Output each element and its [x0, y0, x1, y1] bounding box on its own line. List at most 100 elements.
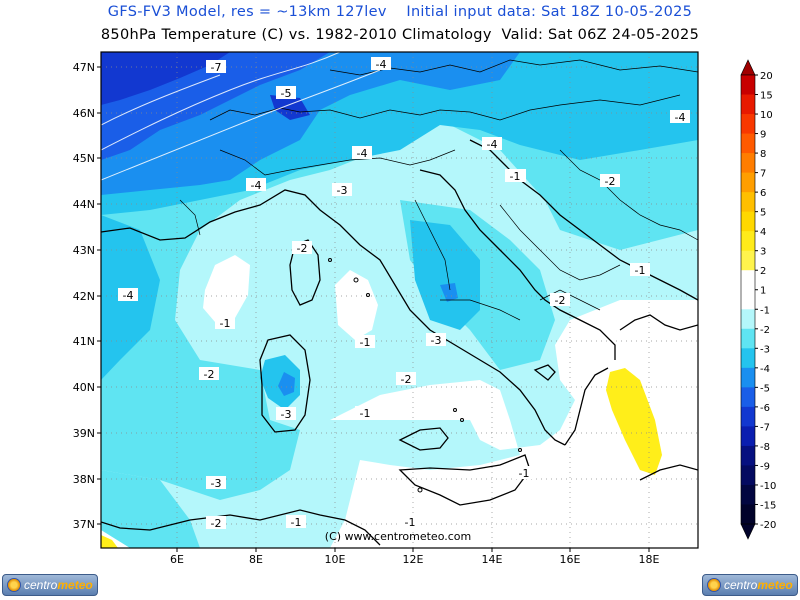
- colorbar-swatch: [741, 250, 755, 271]
- contour-label-bg: [371, 57, 391, 70]
- lon-axis: 6E 8E 10E 12E 14E 16E 18E: [170, 553, 659, 566]
- colorbar-swatch: [741, 504, 755, 525]
- contour-label-bg: [352, 146, 372, 159]
- globe-icon: [707, 578, 721, 592]
- colorbar-swatch: [741, 172, 755, 193]
- contour-label-text: -7: [211, 61, 222, 74]
- colorbar-swatch: [741, 328, 755, 349]
- colorbar-label: -3: [760, 344, 770, 355]
- contour-label: -3: [276, 407, 296, 421]
- globe-icon: [7, 578, 21, 592]
- contour-label-bg: [600, 174, 620, 187]
- colorbar-swatch: [741, 211, 755, 232]
- colorbar-swatch: [741, 309, 755, 330]
- lon-label: 16E: [560, 553, 581, 566]
- map-field: [101, 52, 698, 548]
- contour-label: -1: [355, 335, 375, 349]
- colorbar-swatch: [741, 114, 755, 135]
- lat-label: 40N: [73, 381, 95, 394]
- colorbar-label: -7: [760, 422, 770, 433]
- contour-label-text: -4: [251, 179, 262, 192]
- colorbar-label: -10: [760, 481, 776, 492]
- field-anom-m7: [101, 52, 230, 105]
- colorbar-swatch: [741, 387, 755, 408]
- colorbar-label: -9: [760, 461, 770, 472]
- colorbar-label: -20: [760, 520, 776, 531]
- contour-label: -4: [482, 137, 502, 151]
- contour-label: -2: [550, 293, 570, 307]
- colorbar-swatch: [741, 94, 755, 115]
- centrometeo-logo-left[interactable]: centrometeo: [2, 574, 98, 596]
- lat-label: 42N: [73, 290, 95, 303]
- contour-label-bg: [206, 476, 226, 489]
- lat-axis: 47N 46N 45N 44N 43N 42N 41N 40N 39N 38N …: [73, 61, 95, 531]
- lat-label: 44N: [73, 198, 95, 211]
- colorbar-swatch: [741, 231, 755, 252]
- contour-label-text: -2: [555, 294, 566, 307]
- colorbar-frame: [740, 74, 756, 525]
- colorbar-label: 1: [760, 286, 766, 297]
- contour-label-text: -4: [675, 111, 686, 124]
- colorbar-label: -1: [760, 305, 770, 316]
- contour-label-text: -2: [211, 517, 222, 530]
- contour-label-bg: [670, 110, 690, 123]
- contour-label: -4: [670, 110, 690, 124]
- axis-ticks: [97, 66, 650, 552]
- contour-label-bg: [276, 86, 296, 99]
- contour-label: -1: [400, 515, 420, 529]
- colorbar-label: 9: [760, 130, 766, 141]
- colorbar-label: 5: [760, 208, 766, 219]
- isolines: [101, 52, 381, 181]
- lat-label: 39N: [73, 427, 95, 440]
- field-anom-p1-corner: [101, 535, 118, 548]
- lat-label: 46N: [73, 107, 95, 120]
- logo-text: centrometeo: [24, 578, 93, 592]
- colorbar-swatch: [741, 445, 755, 466]
- contour-label: -2: [600, 174, 620, 188]
- colorbar-swatch: [741, 133, 755, 154]
- colorbar-label: 20: [760, 71, 773, 82]
- contour-label: -2: [199, 367, 219, 381]
- colorbar-label: 15: [760, 91, 773, 102]
- contour-label: -3: [426, 333, 446, 347]
- contour-label-text: -1: [360, 407, 371, 420]
- contour-label-text: -3: [431, 334, 442, 347]
- field-anom-m1-balearic: [203, 255, 250, 322]
- contour-label-text: -4: [357, 147, 368, 160]
- contour-label-bg: [215, 316, 235, 329]
- contour-label-bg: [630, 263, 650, 276]
- colorbar-swatch: [741, 484, 755, 505]
- contour-label-text: -5: [281, 87, 292, 100]
- contour-label-bg: [206, 60, 226, 73]
- contour-label-text: -4: [123, 289, 134, 302]
- contour-label: -1: [630, 263, 650, 277]
- contour-label-bg: [550, 293, 570, 306]
- lon-label: 10E: [325, 553, 346, 566]
- contour-label: -1: [355, 406, 375, 420]
- colorbar-swatch: [741, 153, 755, 174]
- borders: [179, 59, 698, 321]
- contour-label-text: -1: [635, 264, 646, 277]
- colorbar-cap-bottom: [740, 523, 756, 540]
- contour-label-text: -3: [337, 184, 348, 197]
- field-anom-p1-ionian: [606, 368, 662, 475]
- colorbar-label: -8: [760, 442, 770, 453]
- colorbar-label: -2: [760, 325, 770, 336]
- lon-label: 14E: [482, 553, 503, 566]
- colorbar-swatch: [741, 426, 755, 447]
- contour-label-bg: [355, 335, 375, 348]
- colorbar-label: 10: [760, 110, 773, 121]
- colorbar-swatch: [741, 192, 755, 213]
- contour-label-bg: [400, 515, 420, 528]
- contour-label-bg: [482, 137, 502, 150]
- colorbar-label: 8: [760, 149, 766, 160]
- contour-label-bg: [505, 169, 525, 182]
- colorbar-label: -4: [760, 364, 770, 375]
- colorbar-label: 7: [760, 169, 766, 180]
- contour-label-bg: [246, 178, 266, 191]
- contour-label: -4: [118, 288, 138, 302]
- colorbar-swatch: [741, 406, 755, 427]
- contour-label: -3: [332, 183, 352, 197]
- centrometeo-logo-right[interactable]: centrometeo: [702, 574, 798, 596]
